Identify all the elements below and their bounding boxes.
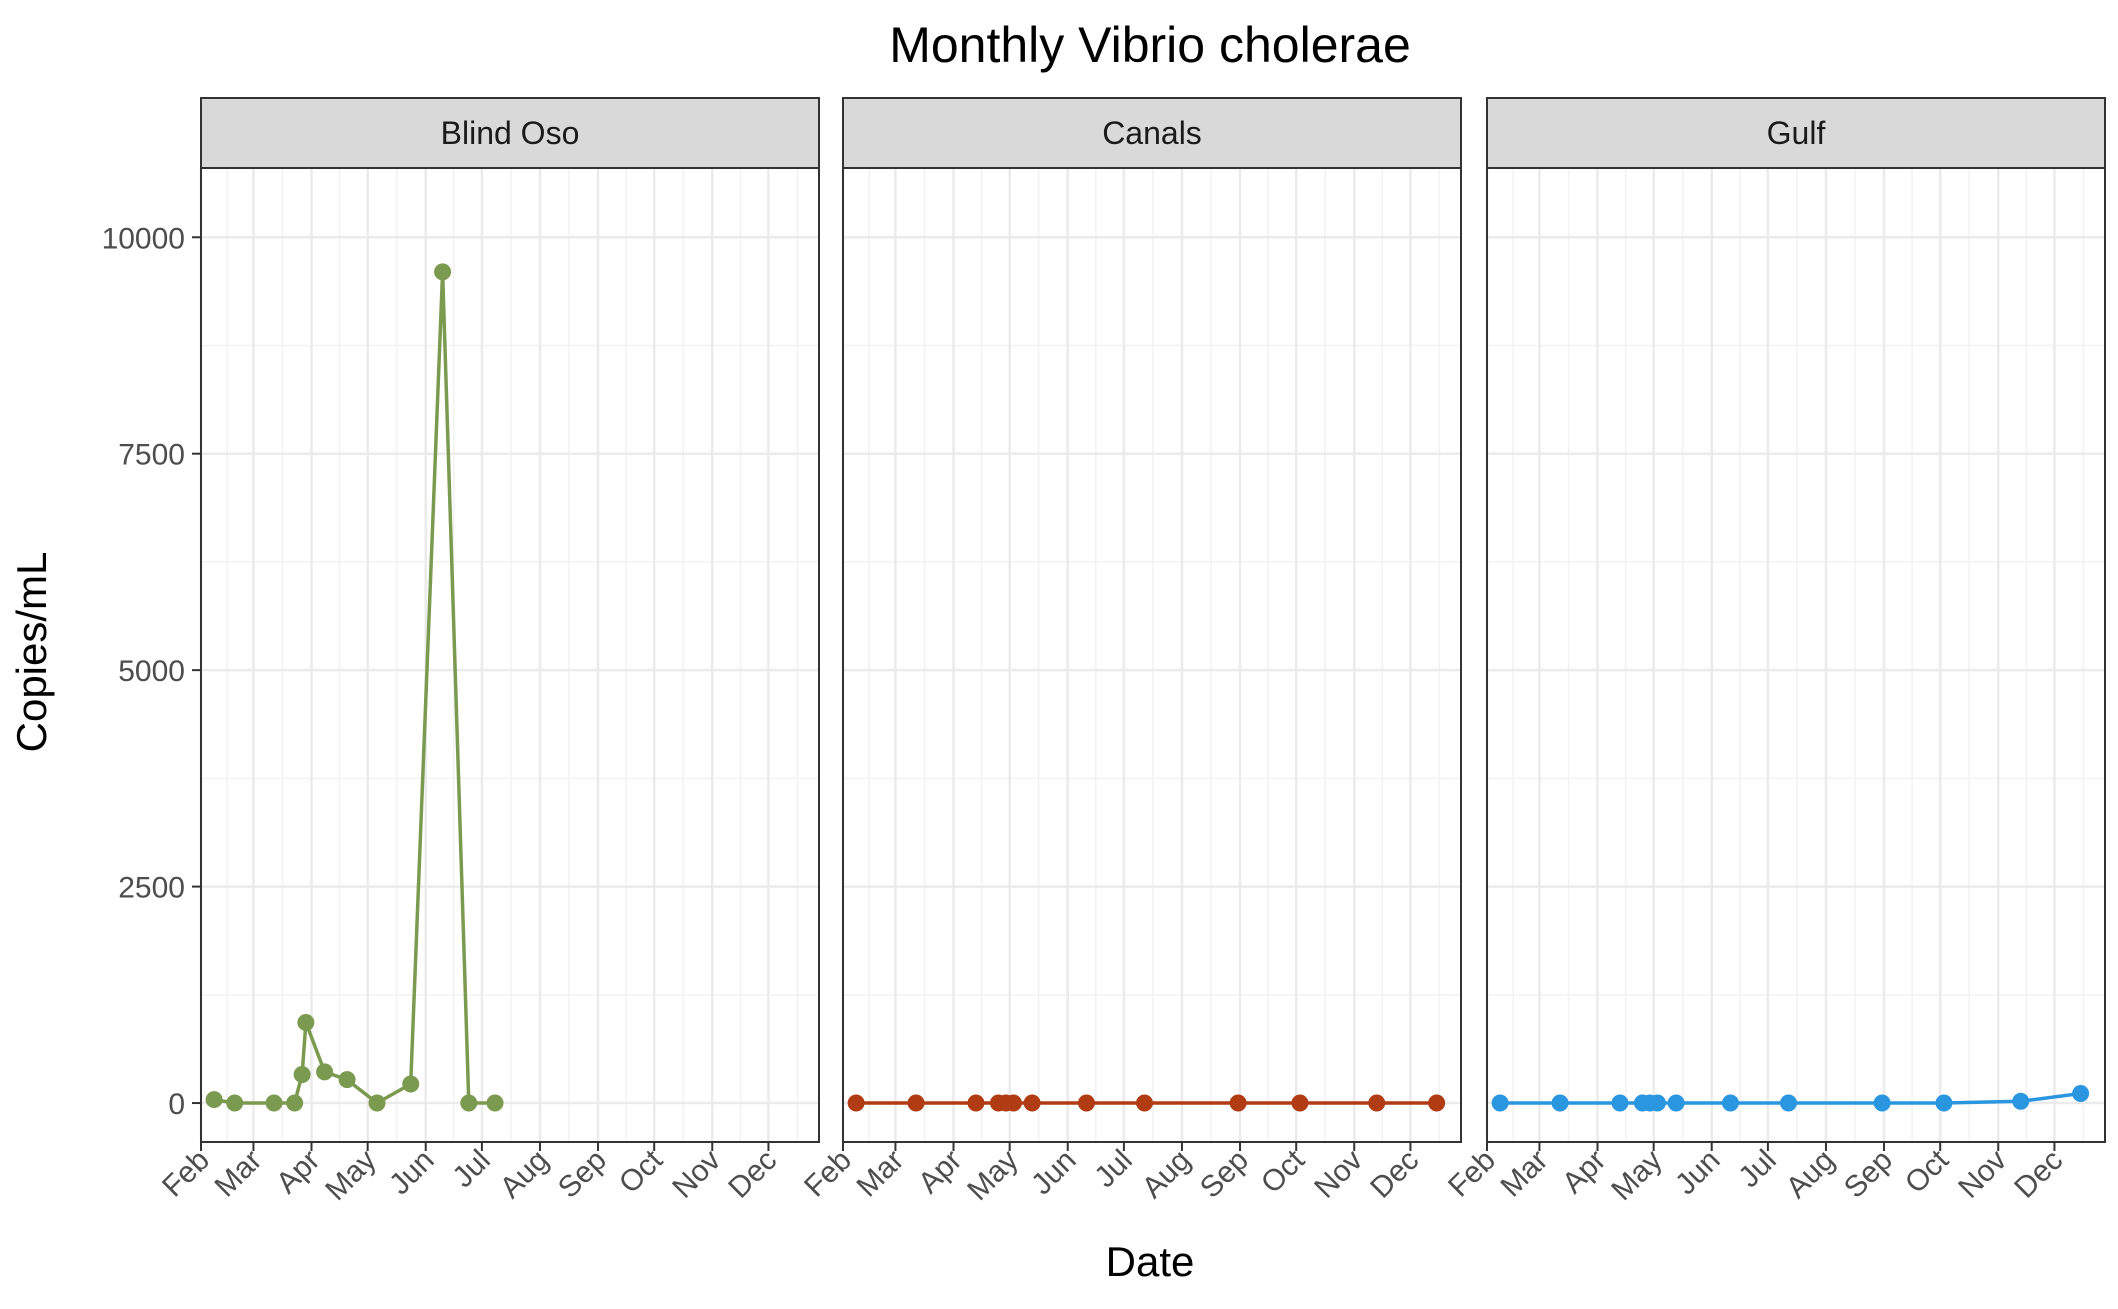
data-point [1291,1094,1309,1112]
data-point [286,1094,304,1112]
data-point [847,1094,865,1112]
data-point [1551,1094,1569,1112]
data-point [293,1065,311,1083]
data-point [402,1075,420,1093]
data-point [486,1094,504,1112]
data-point [460,1094,478,1112]
data-point [1023,1094,1041,1112]
y-tick-label: 2500 [118,872,185,905]
data-point [1935,1094,1953,1112]
data-point [226,1094,244,1112]
data-point [1873,1094,1891,1112]
data-point [368,1094,386,1112]
data-point [2012,1092,2030,1110]
y-tick-label: 7500 [118,439,185,472]
strip-label: Gulf [1767,115,1826,151]
data-point [338,1071,356,1089]
data-point [1648,1094,1666,1112]
data-point [1721,1094,1739,1112]
data-point [265,1094,283,1112]
panel-background [843,168,1461,1142]
y-tick-label: 0 [168,1088,185,1121]
data-point [1667,1094,1685,1112]
strip-label: Canals [1102,115,1202,151]
data-point [297,1014,315,1032]
data-point [1491,1094,1509,1112]
data-point [316,1063,334,1081]
data-point [1368,1094,1386,1112]
panel-background [201,168,819,1142]
y-tick-label: 5000 [118,655,185,688]
data-point [1611,1094,1629,1112]
y-tick-label: 10000 [102,222,185,255]
strip-background [200,97,820,169]
data-point [907,1094,925,1112]
data-point [1428,1094,1446,1112]
data-point [1229,1094,1247,1112]
panel-background [1487,168,2105,1142]
data-point [2072,1085,2090,1103]
x-axis-title: Date [1106,1238,1195,1285]
strip-label: Blind Oso [441,115,580,151]
strip-background [842,97,1462,169]
data-point [1004,1094,1022,1112]
data-point [967,1094,985,1112]
data-point [205,1091,223,1109]
data-point [434,263,452,281]
y-axis-title: Copies/mL [8,552,55,753]
data-point [1780,1094,1798,1112]
chart-title: Monthly Vibrio cholerae [889,17,1411,73]
strip-background [1486,97,2106,169]
data-point [1136,1094,1154,1112]
data-point [1077,1094,1095,1112]
